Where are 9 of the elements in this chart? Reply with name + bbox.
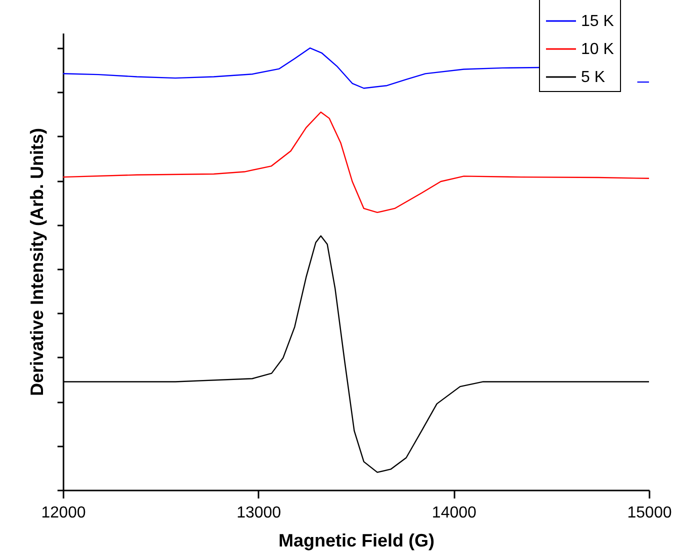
x-axis-title: Magnetic Field (G) — [278, 530, 435, 550]
x-tick-label: 12000 — [41, 504, 86, 522]
legend-label: 10 K — [581, 41, 614, 58]
x-tick-label: 15000 — [627, 504, 672, 522]
x-tick-label: 13000 — [236, 504, 282, 522]
y-axis-title: Derivative Intensity (Arb. Units) — [26, 128, 47, 396]
legend-label: 5 K — [581, 69, 606, 86]
legend-label: 15 K — [581, 13, 614, 30]
x-tick-label: 14000 — [432, 504, 477, 522]
